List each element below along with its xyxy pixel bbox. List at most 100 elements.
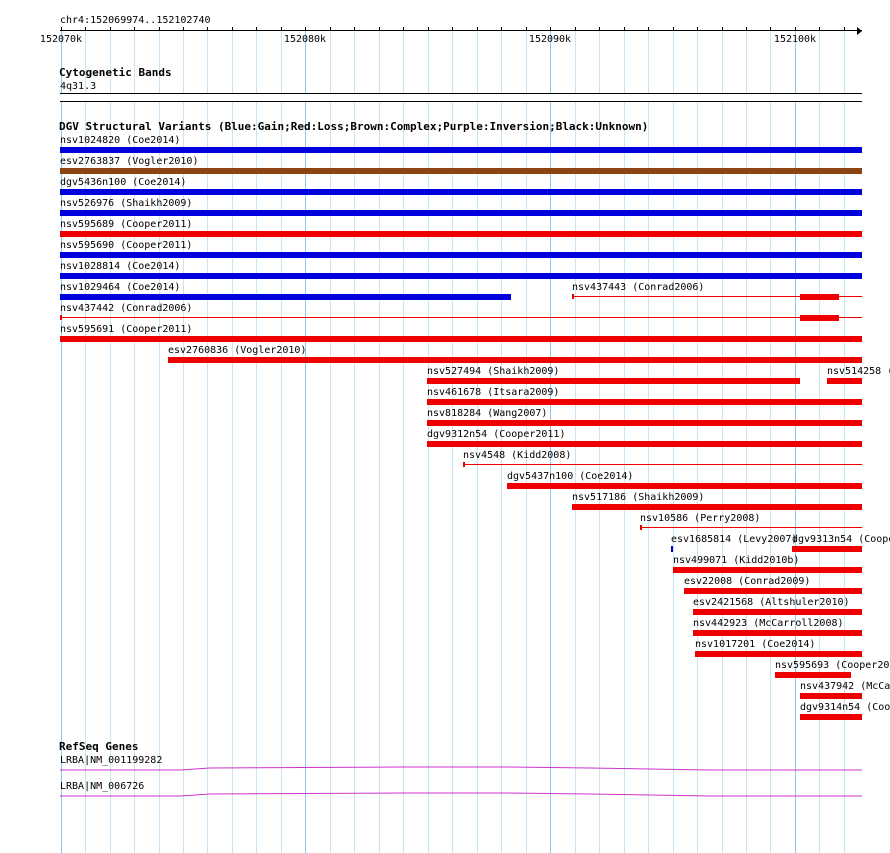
variant-label[interactable]: nsv4548 (Kidd2008) [463, 450, 572, 461]
ruler-minor-tick [770, 27, 771, 30]
ruler-minor-tick [379, 27, 380, 30]
variant-block-loss[interactable] [800, 294, 839, 300]
variant-label[interactable]: nsv1029464 (Coe2014) [60, 282, 181, 293]
variant-bar-gain[interactable] [60, 273, 862, 279]
ruler-minor-tick [844, 27, 845, 30]
gene-label[interactable]: LRBA|NM_006726 [60, 781, 145, 792]
variant-bar-loss[interactable] [60, 231, 862, 237]
ruler-minor-tick [207, 27, 208, 30]
variant-bar-gain[interactable] [60, 147, 862, 153]
variant-label[interactable]: dgv9314n54 (Coop [800, 702, 890, 713]
variant-label[interactable]: nsv1017201 (Coe2014) [695, 639, 816, 650]
variant-bar-loss[interactable] [695, 651, 862, 657]
ruler-minor-tick [526, 27, 527, 30]
minor-grid-line [85, 30, 86, 853]
variant-label[interactable]: nsv595690 (Cooper2011) [60, 240, 193, 251]
variant-start-tick [463, 462, 465, 467]
variant-line-loss[interactable] [572, 296, 862, 297]
variant-bar-gain[interactable] [671, 546, 673, 552]
variant-label[interactable]: dgv5436n100 (Coe2014) [60, 177, 187, 188]
ruler-minor-tick [183, 27, 184, 30]
variant-label[interactable]: nsv595691 (Cooper2011) [60, 324, 193, 335]
variant-label[interactable]: nsv595689 (Cooper2011) [60, 219, 193, 230]
variant-label[interactable]: esv1685814 (Levy2007) [671, 534, 798, 545]
variant-label[interactable]: dgv9313n54 (Coope [792, 534, 890, 545]
gene-model[interactable] [60, 791, 862, 799]
variant-bar-gain[interactable] [60, 189, 862, 195]
variant-bar-gain[interactable] [60, 294, 511, 300]
minor-grid-line [379, 30, 380, 853]
minor-grid-line [330, 30, 331, 853]
ruler-minor-tick [575, 27, 576, 30]
variant-bar-loss[interactable] [60, 336, 862, 342]
variant-start-tick [60, 315, 62, 320]
gene-label[interactable]: LRBA|NM_001199282 [60, 755, 163, 766]
ruler-minor-tick [110, 27, 111, 30]
variant-bar-loss[interactable] [775, 672, 851, 678]
variant-label[interactable]: nsv526976 (Shaikh2009) [60, 198, 193, 209]
variant-bar-loss[interactable] [427, 441, 862, 447]
variant-bar-loss[interactable] [693, 630, 862, 636]
ruler-tick-label: 152100k [773, 34, 817, 45]
cytoband-label: 4q31.3 [60, 81, 97, 92]
variant-line-loss[interactable] [463, 464, 862, 465]
variant-bar-loss[interactable] [693, 609, 862, 615]
variant-line-loss[interactable] [60, 317, 862, 318]
refseq-track-title: RefSeq Genes [59, 740, 139, 753]
variant-block-loss[interactable] [800, 315, 839, 321]
minor-grid-line [134, 30, 135, 853]
variant-bar-loss[interactable] [684, 588, 862, 594]
variant-bar-loss[interactable] [800, 714, 862, 720]
ruler-minor-tick [232, 27, 233, 30]
variant-bar-loss[interactable] [168, 357, 862, 363]
variant-label[interactable]: esv2760836 (Vogler2010) [168, 345, 307, 356]
ruler-minor-tick [697, 27, 698, 30]
ruler-minor-tick [330, 27, 331, 30]
variant-bar-loss[interactable] [427, 378, 800, 384]
variant-label[interactable]: nsv1024820 (Coe2014) [60, 135, 181, 146]
variant-label[interactable]: nsv499071 (Kidd2010b) [673, 555, 800, 566]
variant-line-loss[interactable] [640, 527, 862, 528]
variant-label[interactable]: nsv437942 (McCar [800, 681, 890, 692]
variant-label[interactable]: esv2421568 (Altshuler2010) [693, 597, 850, 608]
variant-bar-gain[interactable] [60, 210, 862, 216]
variant-bar-loss[interactable] [673, 567, 862, 573]
variant-bar-loss[interactable] [572, 504, 862, 510]
gene-model[interactable] [60, 765, 862, 773]
variant-bar-loss[interactable] [427, 399, 862, 405]
ruler-major-tick [61, 27, 62, 30]
variant-label[interactable]: nsv442923 (McCarroll2008) [693, 618, 844, 629]
variant-label[interactable]: nsv595693 (Cooper201 [775, 660, 890, 671]
variant-bar-loss[interactable] [507, 483, 862, 489]
variant-label[interactable]: nsv437442 (Conrad2006) [60, 303, 193, 314]
variant-bar-loss[interactable] [427, 420, 862, 426]
variant-label[interactable]: dgv9312n54 (Cooper2011) [427, 429, 566, 440]
variant-label[interactable]: nsv1028814 (Coe2014) [60, 261, 181, 272]
cytoband-box[interactable] [60, 93, 862, 102]
variant-label[interactable]: nsv818284 (Wang2007) [427, 408, 548, 419]
variant-label[interactable]: nsv517186 (Shaikh2009) [572, 492, 705, 503]
variant-label[interactable]: esv22008 (Conrad2009) [684, 576, 811, 587]
minor-grid-line [354, 30, 355, 853]
variant-bar-loss[interactable] [792, 546, 862, 552]
variant-label[interactable]: nsv10586 (Perry2008) [640, 513, 761, 524]
variant-bar-gain[interactable] [60, 252, 862, 258]
variant-bar-loss[interactable] [800, 693, 862, 699]
variant-bar-complex[interactable] [60, 168, 862, 174]
ruler-major-tick [550, 27, 551, 30]
ruler-minor-tick [501, 27, 502, 30]
ruler-tick-label: 152090k [528, 34, 572, 45]
ruler-minor-tick [256, 27, 257, 30]
variant-label[interactable]: esv2763837 (Vogler2010) [60, 156, 199, 167]
variant-label[interactable]: nsv461678 (Itsara2009) [427, 387, 560, 398]
ruler-minor-tick [281, 27, 282, 30]
variant-label[interactable]: dgv5437n100 (Coe2014) [507, 471, 634, 482]
ruler-minor-tick [746, 27, 747, 30]
variant-label[interactable]: nsv437443 (Conrad2006) [572, 282, 705, 293]
variant-label[interactable]: nsv527494 (Shaikh2009) [427, 366, 560, 377]
minor-grid-line [110, 30, 111, 853]
variant-label[interactable]: nsv514258 ( [827, 366, 890, 377]
variant-bar-loss[interactable] [827, 378, 862, 384]
cytoband-track-title: Cytogenetic Bands [59, 66, 172, 79]
